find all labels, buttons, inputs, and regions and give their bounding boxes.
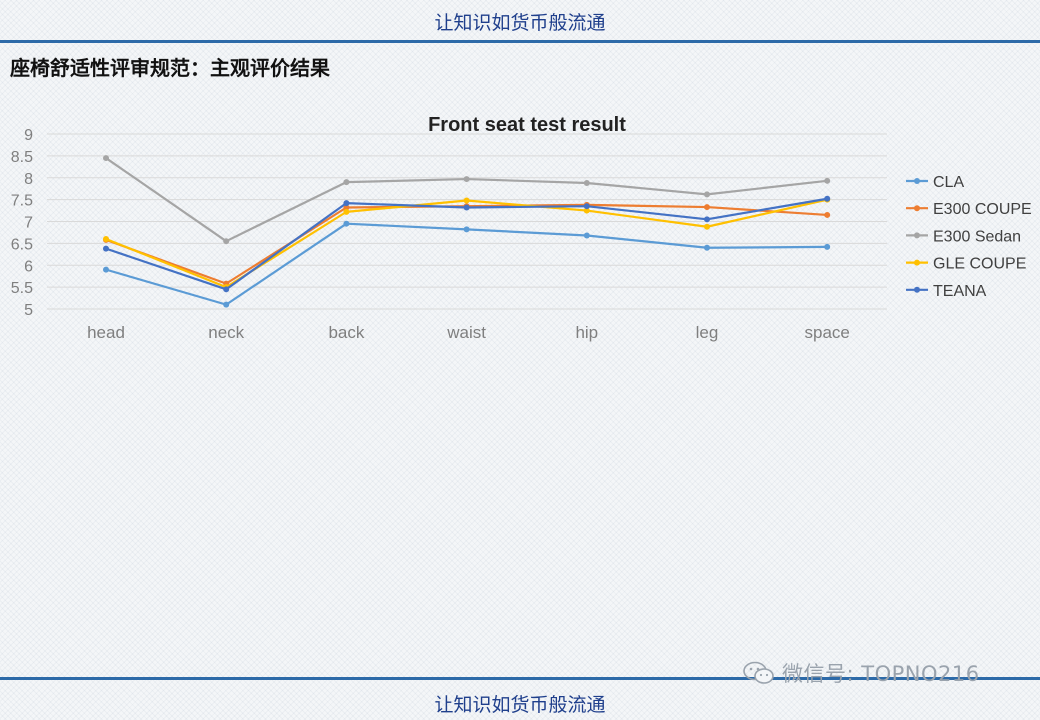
legend-marker-cla bbox=[914, 178, 920, 184]
x-tick-label: space bbox=[805, 323, 850, 342]
chart-title: Front seat test result bbox=[428, 114, 626, 136]
footer-slogan: 让知识如货币般流通 bbox=[434, 694, 606, 716]
y-tick-label: 5 bbox=[24, 302, 33, 319]
wechat-icon bbox=[743, 661, 774, 684]
data-point-e300-sedan bbox=[343, 179, 350, 186]
data-point-cla bbox=[704, 244, 710, 251]
header-slogan: 让知识如货币般流通 bbox=[434, 12, 606, 34]
y-tick-label: 5.5 bbox=[11, 280, 33, 297]
page-title: 座椅舒适性评审规范：主观评价结果 bbox=[10, 56, 330, 80]
data-point-teana bbox=[583, 203, 590, 210]
data-point-gle-coupe bbox=[463, 197, 470, 204]
data-point-e300-coupe bbox=[824, 211, 831, 218]
data-point-e300-coupe bbox=[704, 204, 710, 211]
y-tick-label: 7 bbox=[24, 215, 33, 232]
legend-marker-teana bbox=[914, 286, 920, 293]
legend-label-e300-coupe: E300 COUPE bbox=[933, 201, 1032, 218]
rear-seat-chart: Rear seat test result55.566.577.588.59he… bbox=[0, 0, 1040, 360]
x-tick-label: waist bbox=[446, 323, 486, 342]
data-point-e300-coupe bbox=[343, 204, 350, 211]
x-tick-label: hip bbox=[575, 323, 598, 342]
legend-marker-gle-coupe bbox=[914, 259, 920, 266]
x-tick-label: leg bbox=[696, 323, 719, 342]
x-tick-label: neck bbox=[208, 323, 244, 342]
data-point-e300-sedan bbox=[103, 155, 109, 162]
legend-label-e300-sedan: E300 Sedan bbox=[933, 228, 1021, 245]
legend-label-teana: TEANA bbox=[933, 283, 987, 300]
data-point-teana bbox=[704, 216, 710, 223]
watermark: 微信号: TOPNO216 bbox=[742, 658, 980, 688]
legend-label-gle-coupe: GLE COUPE bbox=[933, 256, 1026, 273]
header-divider bbox=[0, 40, 1040, 43]
data-point-teana bbox=[343, 200, 350, 207]
data-point-e300-sedan bbox=[704, 191, 710, 198]
front-seat-chart: Front seat test result 5 5.5 6 6.5 7 7.5 8 8.5 9 h… bbox=[11, 114, 1032, 342]
y-tick-label: 7.5 bbox=[11, 193, 33, 210]
data-point-teana bbox=[223, 286, 230, 293]
data-point-teana bbox=[103, 245, 109, 252]
data-point-gle-coupe bbox=[343, 208, 350, 215]
x-tick-label: back bbox=[328, 323, 364, 342]
y-tick-label: 6.5 bbox=[11, 236, 33, 253]
data-point-cla bbox=[343, 220, 350, 227]
data-point-gle-coupe bbox=[583, 207, 590, 214]
data-point-teana bbox=[463, 204, 470, 211]
data-point-cla bbox=[463, 226, 470, 233]
data-point-e300-sedan bbox=[583, 180, 590, 186]
data-point-e300-sedan bbox=[463, 176, 470, 183]
watermark-text: 微信号: TOPNO216 bbox=[782, 662, 980, 686]
x-tick-label: head bbox=[87, 323, 125, 342]
data-point-gle-coupe bbox=[704, 223, 710, 230]
data-point-cla bbox=[824, 243, 831, 250]
data-point-cla bbox=[103, 266, 109, 273]
y-tick-label: 8 bbox=[24, 171, 33, 188]
y-tick-label: 6 bbox=[24, 258, 33, 275]
data-point-e300-sedan bbox=[824, 177, 831, 184]
y-tick-label: 8.5 bbox=[11, 149, 33, 166]
data-point-cla bbox=[223, 301, 230, 308]
y-tick-label: 9 bbox=[24, 127, 33, 144]
data-point-teana bbox=[824, 195, 831, 202]
legend-label-cla: CLA bbox=[933, 174, 964, 191]
legend-marker-e300-sedan bbox=[914, 232, 920, 239]
footer-divider bbox=[0, 677, 1040, 680]
data-point-e300-sedan bbox=[223, 238, 230, 245]
legend-marker-e300-coupe bbox=[914, 205, 920, 212]
data-point-cla bbox=[583, 232, 590, 239]
data-point-gle-coupe bbox=[103, 236, 109, 242]
